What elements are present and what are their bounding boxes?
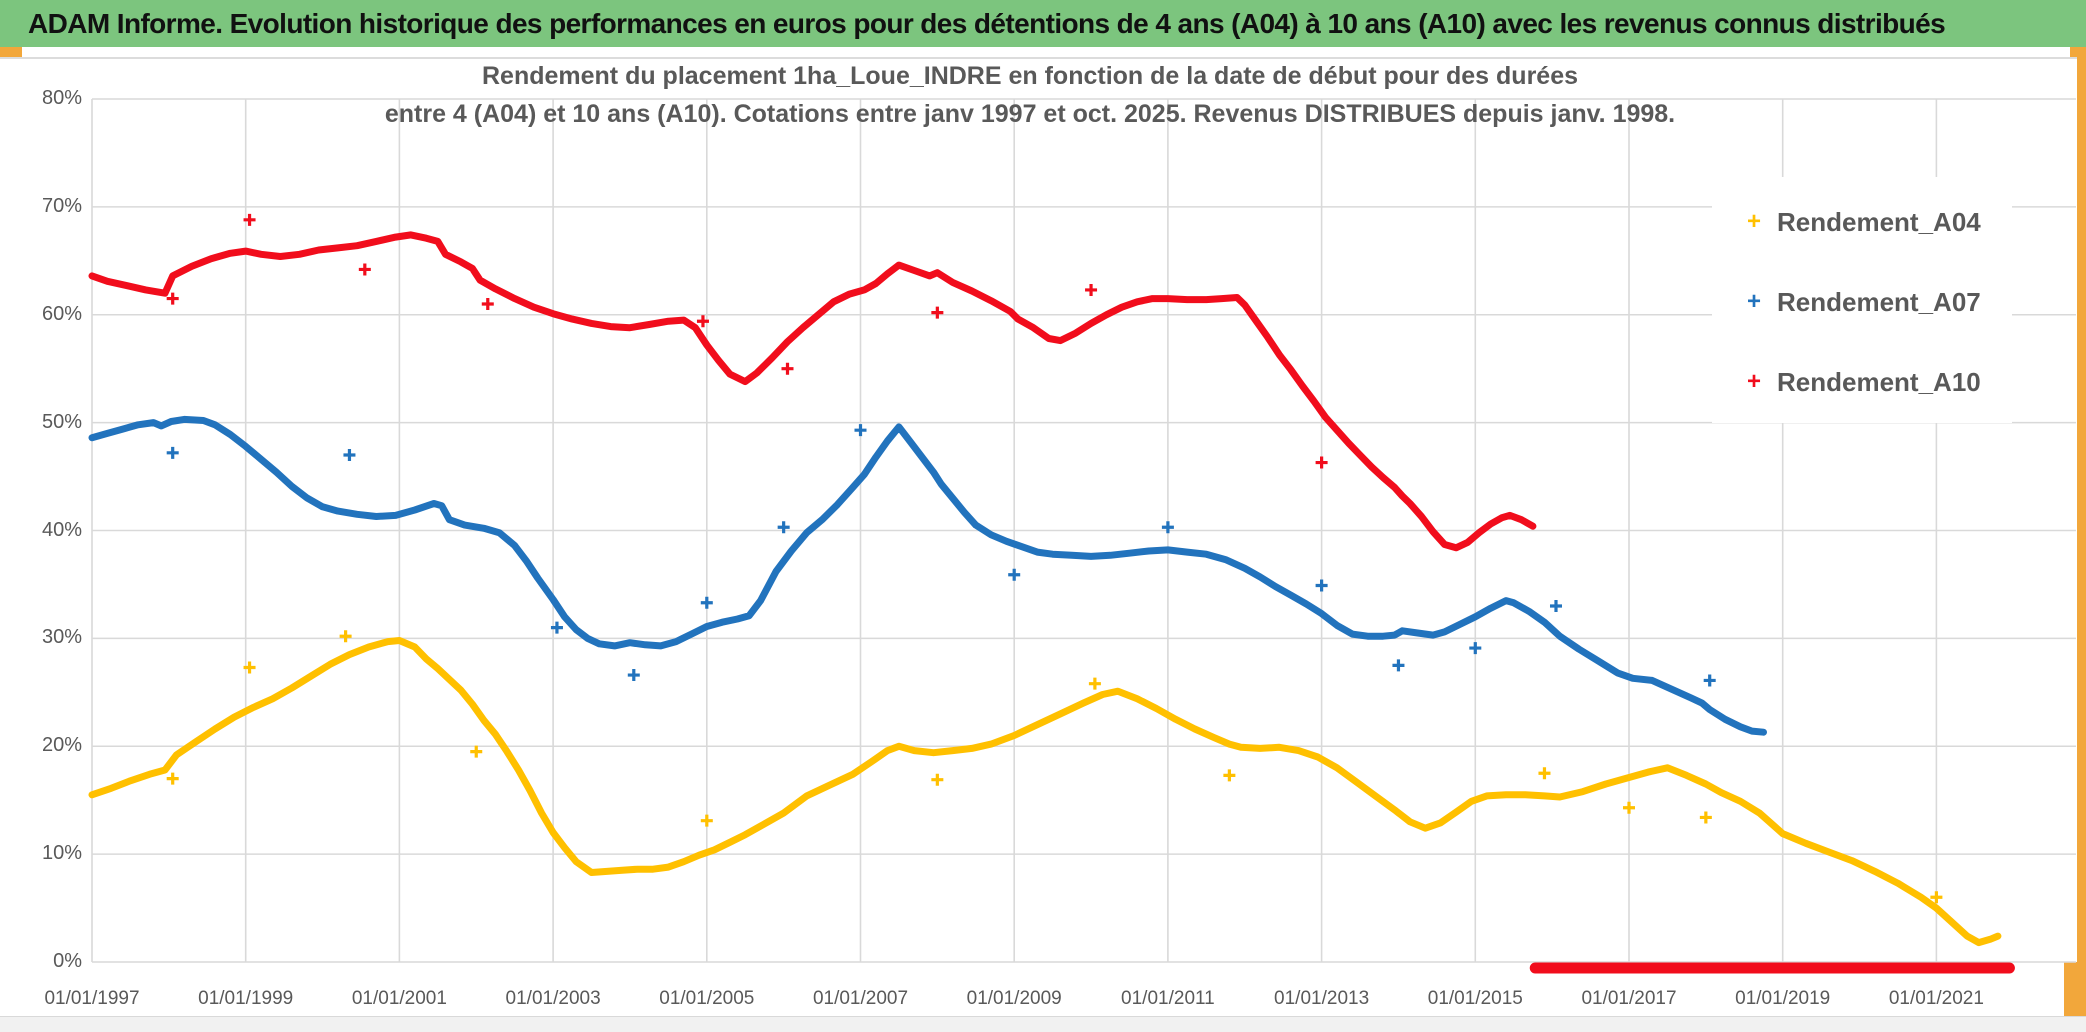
header-banner: ADAM Informe. Evolution historique des p… — [0, 0, 2086, 47]
x-axis-label: 01/01/2015 — [1427, 988, 1523, 1009]
y-axis-label: 10% — [41, 842, 82, 865]
header-separator-line — [0, 57, 2086, 59]
y-axis-label: 60% — [41, 302, 82, 325]
series-line-rendement_a07 — [88, 415, 1767, 736]
y-axis-label: 30% — [41, 626, 82, 649]
orange-block-bottom-right — [2064, 962, 2086, 1022]
x-axis-label: 01/01/1997 — [44, 988, 140, 1009]
series-line-rendement_a10 — [88, 231, 1537, 552]
y-axis-label: 40% — [41, 518, 82, 541]
x-axis-label: 01/01/2003 — [505, 988, 601, 1009]
x-axis-label: 01/01/2005 — [659, 988, 755, 1009]
x-axis-label: 01/01/2021 — [1888, 988, 1984, 1009]
header-title: ADAM Informe. Evolution historique des p… — [28, 7, 1946, 39]
y-axis-label: 0% — [53, 950, 82, 972]
x-axis-label: 01/01/2019 — [1735, 988, 1831, 1009]
plus-marker-icon: + — [1746, 208, 1761, 235]
series-outlier-markers-rendement_a10 — [166, 213, 1328, 469]
plus-marker-icon: + — [1746, 368, 1761, 395]
legend-item-rendement-a04[interactable]: + Rendement_A04 — [1745, 204, 1981, 240]
x-axis-label: 01/01/2009 — [966, 988, 1062, 1009]
x-axis-label: 01/01/2001 — [351, 988, 447, 1009]
chart-title-line1: Rendement du placement 1ha_Loue_INDRE en… — [481, 62, 1579, 90]
y-axis-label: 20% — [41, 734, 82, 757]
legend-label: Rendement_A10 — [1777, 366, 1981, 397]
x-axis-label: 01/01/2017 — [1581, 988, 1677, 1009]
x-axis-label: 01/01/2007 — [812, 988, 909, 1009]
y-axis-label: 80% — [41, 87, 82, 109]
y-axis-label: 70% — [41, 194, 82, 217]
orange-corner-tab-top-left — [0, 47, 22, 57]
x-axis-label: 01/01/2011 — [1121, 988, 1215, 1009]
legend-item-rendement-a10[interactable]: + Rendement_A10 — [1745, 364, 1981, 400]
y-axis-label: 50% — [41, 410, 82, 433]
legend-label: Rendement_A04 — [1777, 206, 1981, 237]
bottom-status-band — [0, 1016, 2086, 1032]
orange-right-border-strip — [2077, 57, 2086, 1016]
legend-item-rendement-a07[interactable]: + Rendement_A07 — [1745, 284, 1981, 320]
legend-background — [1712, 177, 2012, 423]
plus-marker-icon: + — [1746, 288, 1761, 315]
x-axis-label: 01/01/2013 — [1274, 988, 1370, 1009]
orange-corner-tab-top-right — [2070, 47, 2086, 57]
legend-label: Rendement_A07 — [1777, 286, 1981, 317]
x-axis-label: 01/01/1999 — [198, 988, 294, 1009]
series-outlier-markers-rendement_a07 — [166, 424, 1716, 687]
series-outlier-markers-rendement_a04 — [166, 630, 1943, 904]
chart-title-line2: entre 4 (A04) et 10 ans (A10). Cotations… — [384, 100, 1676, 128]
series-line-rendement_a04 — [88, 637, 2002, 947]
